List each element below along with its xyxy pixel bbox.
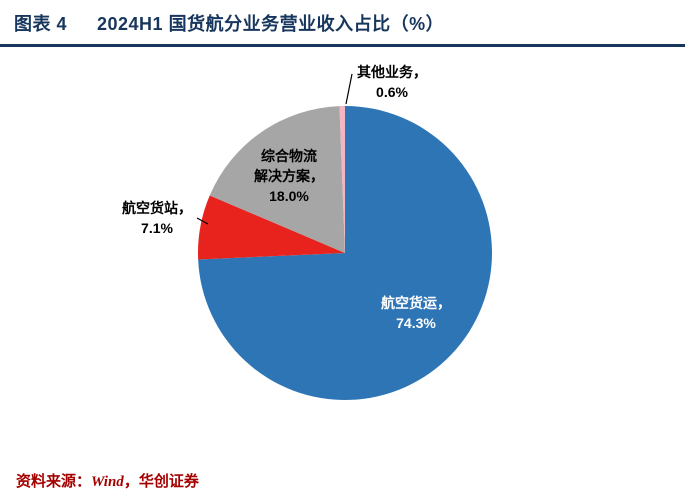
figure-title-text: 2024H1 国货航分业务营业收入占比（%） xyxy=(97,14,445,34)
figure-number: 图表 4 xyxy=(14,14,68,34)
source-note: 资料来源：Wind，华创证券 xyxy=(16,470,199,491)
pie-label-cargo-terminal: 航空货站， 7.1% xyxy=(122,200,192,236)
leader-line-2 xyxy=(196,217,209,225)
pie-slice-1 xyxy=(198,106,492,401)
pie-label-other-business: 其他业务， 0.6% xyxy=(357,64,427,100)
source-prefix: 资料来源： xyxy=(16,474,92,490)
pie-label-airfreight: 航空货运， 74.3% xyxy=(381,295,451,331)
leader-line-1 xyxy=(345,73,353,105)
pie-slice-4 xyxy=(339,105,345,253)
pie-label-logistics-solution: 综合物流 解决方案， 18.0% xyxy=(254,148,324,204)
source-suffix: ，华创证券 xyxy=(123,474,199,490)
pie-slice-3 xyxy=(209,106,345,253)
pie-slice-2 xyxy=(197,195,345,260)
figure-title: 图表 4 2024H1 国货航分业务营业收入占比（%） xyxy=(14,10,674,36)
source-wind: Wind xyxy=(91,474,124,490)
title-divider xyxy=(0,44,685,47)
